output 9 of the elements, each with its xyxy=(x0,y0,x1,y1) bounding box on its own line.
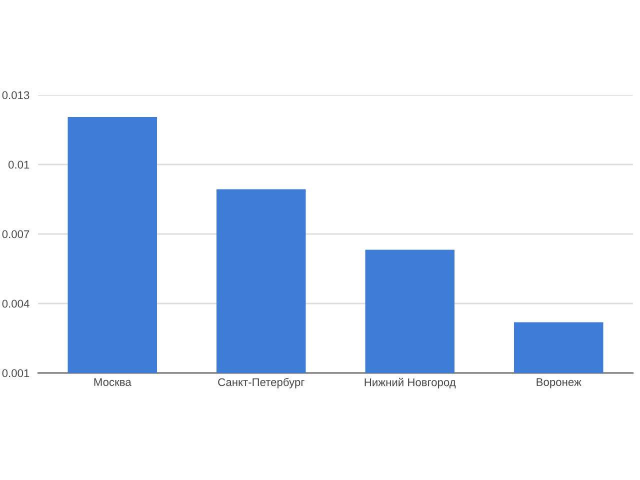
y-tick-label: 0.007 xyxy=(2,230,30,238)
x-tick-label: Воронеж xyxy=(536,378,582,388)
x-tick-label: Санкт-Петербург xyxy=(218,378,304,388)
y-tick-label: 0.01 xyxy=(8,160,30,169)
x-tick-label: Москва xyxy=(94,378,132,386)
y-tick-label: 0.013 xyxy=(2,91,30,100)
y-tick-label: 0.001 xyxy=(2,369,30,378)
y-tick-label: 0.004 xyxy=(2,300,30,308)
x-tick-label: Нижний Новгород xyxy=(364,378,456,388)
